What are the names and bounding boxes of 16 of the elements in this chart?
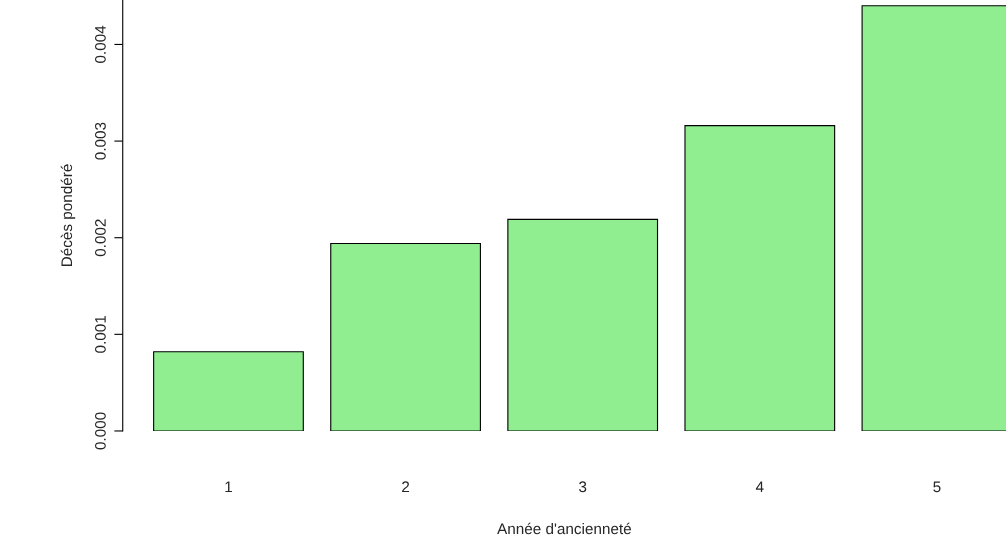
x-axis-title: Année d'ancienneté — [497, 522, 631, 535]
x-tick-label: 4 — [755, 481, 764, 493]
bar — [330, 242, 481, 431]
bar — [684, 125, 836, 431]
y-tick-label: 0.000 — [95, 412, 106, 450]
y-tick-label: 0.002 — [95, 219, 106, 257]
y-tick-label: 0.001 — [95, 315, 106, 353]
y-tick-label: 0.003 — [95, 122, 106, 160]
x-tick-label: 5 — [933, 481, 941, 493]
x-tick-label: 1 — [225, 481, 232, 493]
bar — [507, 218, 659, 431]
y-tick-label: 0.004 — [95, 25, 106, 63]
y-axis-title: Décès pondéré — [60, 164, 76, 267]
x-tick-label: 2 — [402, 481, 410, 493]
x-tick-label: 3 — [579, 481, 587, 493]
bar — [153, 351, 304, 431]
